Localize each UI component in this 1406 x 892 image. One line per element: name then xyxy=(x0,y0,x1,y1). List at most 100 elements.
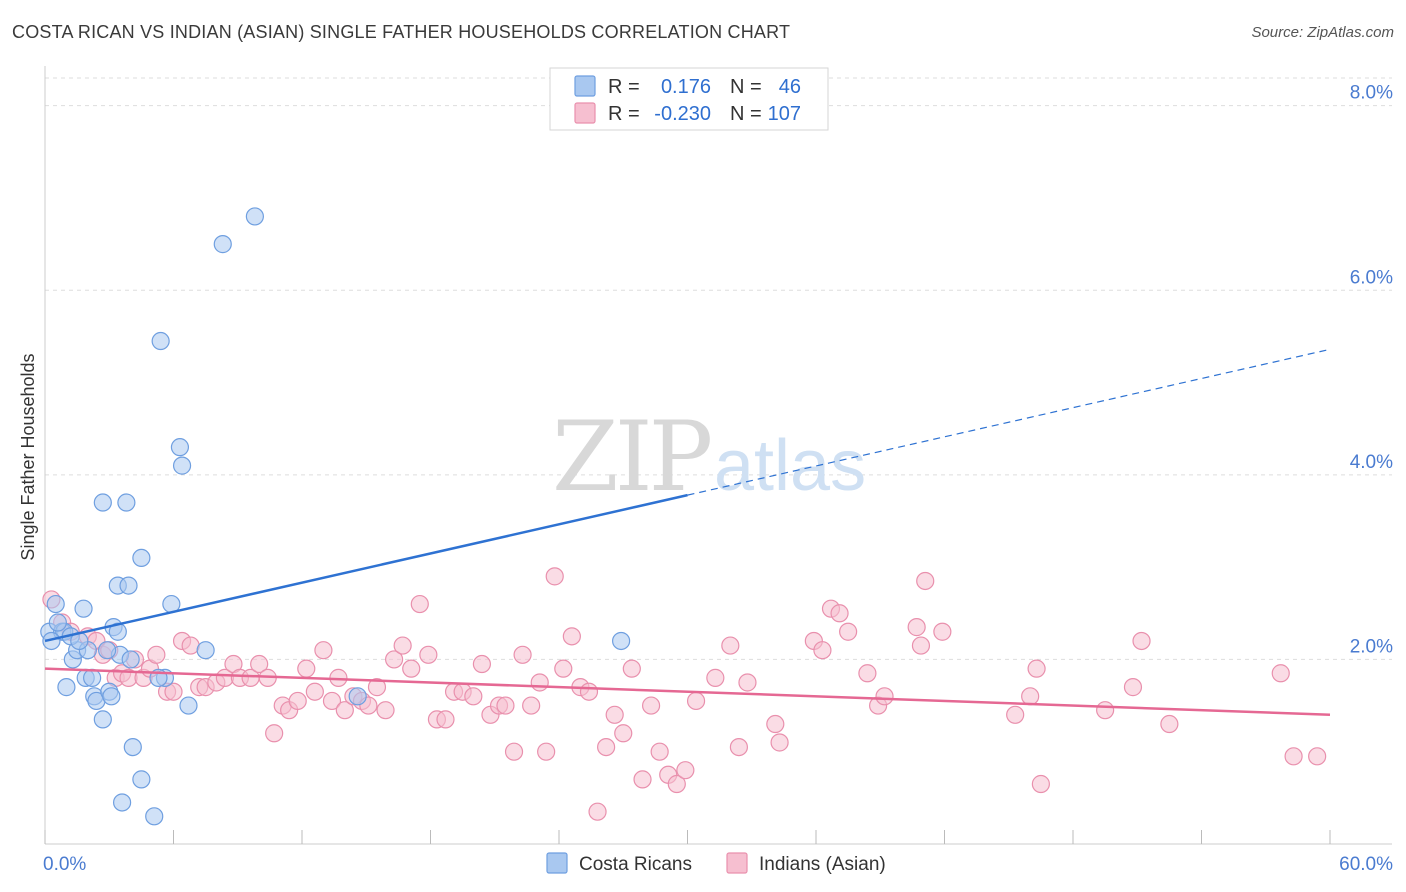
data-point-indians-asian xyxy=(1027,659,1046,678)
data-point-indians-asian xyxy=(297,659,316,678)
data-point-indians-asian xyxy=(402,659,421,678)
data-point-indians-asian xyxy=(907,618,926,637)
legend-r-value-1: -0.230 xyxy=(654,103,711,125)
data-point-indians-asian xyxy=(530,673,549,692)
data-point-indians-asian xyxy=(597,737,616,757)
data-point-costa-ricans xyxy=(98,641,117,660)
data-point-costa-ricans xyxy=(145,807,164,826)
legend-n-value-0: 46 xyxy=(779,76,801,98)
y-axis-label: Single Father Households xyxy=(18,353,38,560)
y-tick-label: 8.0% xyxy=(1350,83,1393,104)
data-point-indians-asian xyxy=(314,641,333,660)
data-point-indians-asian xyxy=(875,687,894,706)
data-point-costa-ricans xyxy=(213,235,232,254)
costa-ricans-points xyxy=(40,207,631,826)
data-point-costa-ricans xyxy=(612,631,631,651)
data-point-indians-asian xyxy=(393,636,412,655)
data-point-costa-ricans xyxy=(112,793,132,812)
data-point-indians-asian xyxy=(164,682,183,701)
y-tick-label: 4.0% xyxy=(1350,452,1393,473)
data-point-indians-asian xyxy=(513,645,532,664)
data-point-indians-asian xyxy=(766,714,785,734)
y-tick-label: 6.0% xyxy=(1350,267,1393,288)
bottom-legend-swatch-costa-ricans xyxy=(546,852,568,874)
data-point-indians-asian xyxy=(605,705,624,724)
data-point-indians-asian xyxy=(1021,687,1040,706)
legend-n-label-1: N = xyxy=(730,103,762,125)
data-point-costa-ricans xyxy=(93,710,112,729)
data-point-indians-asian xyxy=(265,724,284,743)
data-point-indians-asian xyxy=(633,770,652,789)
data-point-indians-asian xyxy=(858,664,877,683)
data-point-indians-asian xyxy=(721,636,740,655)
data-point-indians-asian xyxy=(676,761,695,780)
data-point-indians-asian xyxy=(1160,714,1179,734)
data-point-indians-asian xyxy=(1132,631,1151,651)
data-point-indians-asian xyxy=(916,571,935,591)
data-point-costa-ricans xyxy=(48,613,67,632)
data-point-costa-ricans xyxy=(245,207,264,226)
bottom-legend-swatch-indians-asian xyxy=(726,852,748,874)
data-point-indians-asian xyxy=(410,594,429,614)
data-point-indians-asian xyxy=(472,654,491,674)
watermark: ZIP atlas xyxy=(552,401,866,513)
data-point-indians-asian xyxy=(181,636,200,655)
data-point-indians-asian xyxy=(384,650,404,669)
data-point-indians-asian xyxy=(1308,747,1327,766)
data-point-indians-asian xyxy=(554,659,573,678)
data-point-indians-asian xyxy=(504,742,524,761)
data-point-indians-asian xyxy=(622,659,641,678)
data-point-indians-asian xyxy=(1031,774,1050,794)
data-point-indians-asian xyxy=(436,710,455,729)
data-point-indians-asian xyxy=(641,696,661,715)
data-point-indians-asian xyxy=(1096,701,1115,720)
data-point-indians-asian xyxy=(335,701,354,720)
trendlines xyxy=(44,348,1331,717)
trendline-costa-ricans xyxy=(44,493,688,643)
watermark-zip: ZIP xyxy=(552,401,711,513)
data-point-indians-asian xyxy=(562,627,581,646)
data-point-indians-asian xyxy=(522,696,541,715)
tick-labels: 2.0% 4.0% 6.0% 8.0% 0.0% 60.0% xyxy=(43,83,1393,875)
y-tick-label: 2.0% xyxy=(1350,636,1393,657)
data-point-costa-ricans xyxy=(46,594,65,614)
data-point-indians-asian xyxy=(464,687,483,706)
data-point-indians-asian xyxy=(537,742,556,761)
grid-lines xyxy=(45,77,1392,660)
data-point-indians-asian xyxy=(376,701,395,720)
data-point-indians-asian xyxy=(813,641,832,660)
data-point-costa-ricans xyxy=(172,456,192,475)
data-point-indians-asian xyxy=(686,691,706,711)
data-point-indians-asian xyxy=(419,645,438,664)
data-point-indians-asian xyxy=(706,668,725,687)
data-point-indians-asian xyxy=(729,737,749,757)
data-point-indians-asian xyxy=(770,733,789,752)
legend-n-label-0: N = xyxy=(730,76,762,98)
data-point-indians-asian xyxy=(1123,678,1143,697)
data-point-indians-asian xyxy=(839,622,858,641)
data-point-indians-asian xyxy=(667,774,686,794)
data-point-costa-ricans xyxy=(123,737,142,757)
data-point-indians-asian xyxy=(579,682,599,701)
data-point-costa-ricans xyxy=(132,770,151,789)
legend-r-label-1: R = xyxy=(608,103,640,125)
data-point-indians-asian xyxy=(322,691,342,711)
data-point-indians-asian xyxy=(1006,705,1025,724)
data-point-costa-ricans xyxy=(93,493,112,512)
data-point-indians-asian xyxy=(305,682,324,701)
data-point-costa-ricans xyxy=(74,599,93,618)
data-point-indians-asian xyxy=(147,645,166,664)
data-point-costa-ricans xyxy=(117,493,136,512)
data-point-indians-asian xyxy=(911,636,931,655)
chart-title: COSTA RICAN VS INDIAN (ASIAN) SINGLE FAT… xyxy=(12,22,791,42)
data-point-costa-ricans xyxy=(348,687,367,706)
x-tick-label: 0.0% xyxy=(43,854,86,875)
trendline-costa-ricans-extension xyxy=(687,348,1331,496)
data-point-indians-asian xyxy=(250,654,269,674)
axes xyxy=(44,66,1392,845)
x-tick-label: 60.0% xyxy=(1339,854,1393,875)
data-point-costa-ricans xyxy=(102,687,121,706)
legend-r-label-0: R = xyxy=(608,76,640,98)
legend-n-value-1: 107 xyxy=(768,103,801,125)
series-legend: Costa Ricans Indians (Asian) xyxy=(546,852,886,875)
